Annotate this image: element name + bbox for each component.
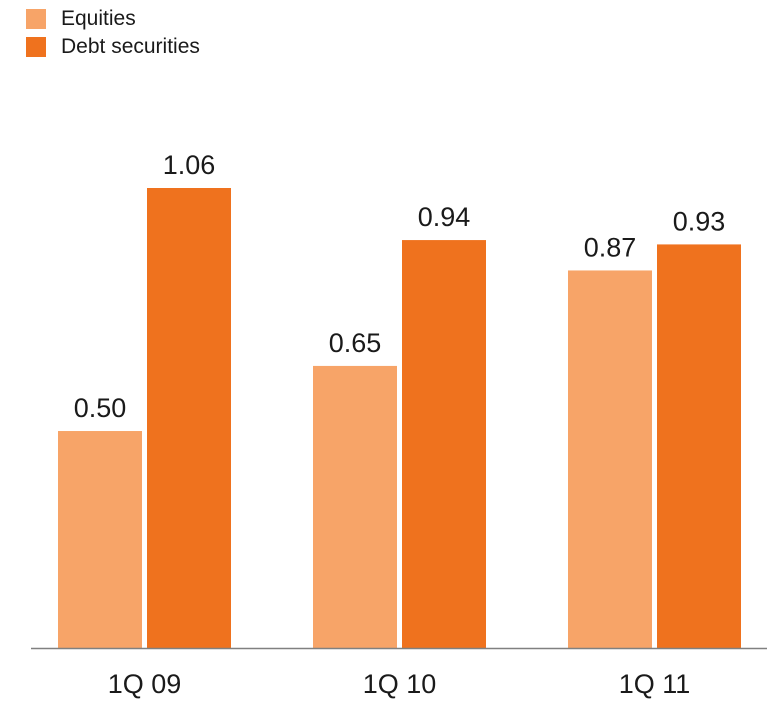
legend-label-debt-securities: Debt securities [61, 35, 200, 58]
data-label-equities-1: 0.50 [74, 393, 127, 423]
legend-swatch-equities [26, 9, 46, 29]
data-label-debt-securities-1: 1.06 [163, 150, 216, 180]
x-tick-label-1: 1Q 09 [108, 669, 182, 699]
data-label-debt-securities-3: 0.93 [673, 206, 726, 236]
bar-debt-securities-2 [402, 240, 486, 648]
x-tick-label-3: 1Q 11 [619, 669, 691, 699]
legend-item-equities: Equities [26, 6, 200, 32]
bar-debt-securities-1 [147, 188, 231, 648]
legend-item-debt-securities: Debt securities [26, 34, 200, 60]
data-label-equities-3: 0.87 [584, 232, 637, 262]
x-tick-label-2: 1Q 10 [363, 669, 437, 699]
legend-label-equities: Equities [61, 7, 136, 30]
bar-equities-3 [568, 270, 652, 648]
bar-equities-1 [58, 431, 142, 648]
legend: Equities Debt securities [26, 6, 200, 62]
bar-debt-securities-3 [657, 244, 741, 648]
data-label-debt-securities-2: 0.94 [418, 202, 471, 232]
data-label-equities-2: 0.65 [329, 328, 382, 358]
bar-equities-2 [313, 365, 397, 648]
legend-swatch-debt-securities [26, 37, 46, 57]
